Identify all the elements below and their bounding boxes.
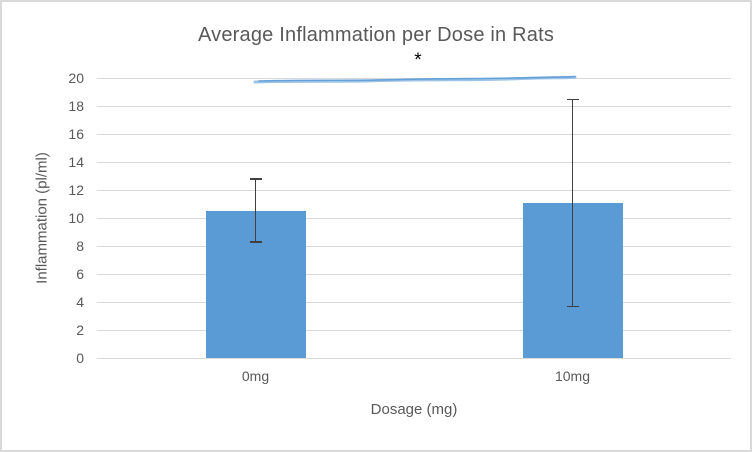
- gridline-y-0: [97, 358, 731, 359]
- y-tick-label-6: 6: [76, 266, 84, 282]
- significance-asterisk: *: [414, 50, 422, 71]
- gridline-y-18: [97, 106, 731, 107]
- y-tick-label-16: 16: [68, 126, 84, 142]
- error-bar-stem-0mg: [254, 178, 257, 242]
- y-tick-label-18: 18: [68, 98, 84, 114]
- gridline-y-10: [97, 218, 731, 219]
- y-tick-label-8: 8: [76, 238, 84, 254]
- y-tick-label-2: 2: [76, 322, 84, 338]
- error-bar-stem-10mg: [571, 99, 574, 307]
- y-tick-label-0: 0: [76, 350, 84, 366]
- gridline-y-16: [97, 134, 731, 135]
- y-tick-label-4: 4: [76, 294, 84, 310]
- y-tick-label-10: 10: [68, 210, 84, 226]
- error-bar-cap-high-10mg: [566, 98, 579, 100]
- error-bar-cap-low-0mg: [249, 241, 262, 243]
- y-tick-label-20: 20: [68, 70, 84, 86]
- error-bar-cap-high-0mg: [249, 178, 262, 180]
- gridline-y-6: [97, 274, 731, 275]
- plot-area: [97, 78, 731, 359]
- chart-title: Average Inflammation per Dose in Rats: [197, 24, 555, 46]
- x-tick-label-0mg: 0mg: [241, 368, 270, 384]
- error-bar-cap-low-10mg: [566, 305, 579, 308]
- y-tick-label-14: 14: [68, 154, 84, 170]
- gridline-y-12: [97, 190, 731, 191]
- x-tick-label-10mg: 10mg: [554, 368, 591, 384]
- significance-line: [253, 75, 577, 84]
- gridline-y-4: [97, 302, 731, 303]
- gridline-y-14: [97, 162, 731, 163]
- x-axis-tick-labels: 0mg 10mg: [97, 367, 731, 387]
- y-axis-tick-labels: 0 2 4 6 8 10 12 14 16 18 20: [2, 70, 84, 366]
- x-axis-title: Dosage (mg): [370, 401, 458, 418]
- gridline-y-8: [97, 246, 731, 247]
- gridline-y-2: [97, 330, 731, 331]
- y-tick-label-12: 12: [68, 182, 84, 198]
